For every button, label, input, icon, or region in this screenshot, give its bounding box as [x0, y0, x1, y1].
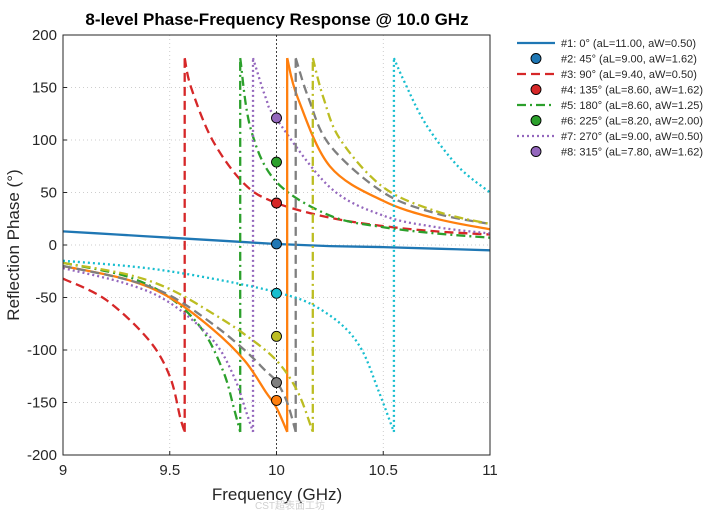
y-tick-label: 200	[32, 27, 57, 44]
y-tick-label: -50	[35, 290, 57, 307]
y-axis-label: Reflection Phase (°)	[4, 169, 23, 320]
legend-label: #7: 270° (aL=9.00, aW=0.50)	[561, 131, 703, 143]
y-tick-label: 100	[32, 132, 57, 149]
series-path	[62, 261, 314, 433]
legend-entry: #4: 135° (aL=8.60, aW=1.62)	[530, 84, 703, 97]
series-line	[62, 57, 491, 433]
y-tick-label: 50	[40, 185, 57, 202]
x-axis-label: Frequency (GHz)	[212, 485, 342, 504]
legend-label: #5: 180° (aL=8.60, aW=1.25)	[561, 100, 703, 112]
series-line	[62, 57, 491, 433]
series-path	[62, 264, 297, 433]
legend-label: #4: 135° (aL=8.60, aW=1.62)	[561, 85, 703, 97]
y-tick-label: -150	[27, 395, 57, 412]
legend-label: #3: 90° (aL=9.40, aW=0.50)	[561, 69, 697, 81]
marker-layer	[271, 112, 282, 406]
series-path	[62, 264, 289, 433]
legend-entry: #6: 225° (aL=8.20, aW=2.00)	[530, 115, 703, 128]
series-line	[62, 57, 491, 433]
phase-marker	[271, 377, 282, 388]
x-tick-label: 11	[482, 462, 498, 479]
chart-title: 8-level Phase-Frequency Response @ 10.0 …	[85, 10, 468, 29]
series-path	[62, 261, 242, 433]
y-tick-label: -100	[27, 342, 57, 359]
legend-entry: #3: 90° (aL=9.40, aW=0.50)	[517, 69, 697, 81]
legend-marker-swatch	[530, 115, 542, 126]
x-tick-label: 10.5	[369, 462, 398, 479]
phase-marker	[271, 112, 282, 124]
legend-marker-swatch	[530, 84, 542, 95]
legend-entry: #2: 45° (aL=9.00, aW=1.62)	[530, 53, 697, 66]
watermark-text: CST超表面工坊	[255, 499, 325, 511]
series-path	[286, 57, 491, 231]
y-tick-label: -200	[27, 447, 57, 464]
legend: #1: 0° (aL=11.00, aW=0.50) #2: 45° (aL=9.…	[517, 38, 703, 159]
series-path	[183, 57, 491, 236]
phase-marker	[271, 156, 282, 168]
phase-marker	[271, 197, 282, 209]
y-tick-label: 0	[49, 237, 57, 254]
legend-entry: #5: 180° (aL=8.60, aW=1.25)	[517, 100, 703, 112]
series-path	[311, 57, 491, 226]
y-tick-label: 150	[32, 80, 57, 97]
ticks: 9 9.5 10 10.5 11 200 150 100 50 0 -50 -100 -150 -200	[27, 27, 498, 479]
legend-label: #2: 45° (aL=9.00, aW=1.62)	[561, 54, 697, 66]
phase-marker	[271, 330, 282, 342]
series-path	[392, 57, 491, 194]
x-tick-label: 9	[59, 462, 67, 479]
phase-marker	[271, 287, 282, 299]
x-tick-label: 9.5	[159, 462, 180, 479]
phase-marker	[271, 394, 282, 406]
series-path	[62, 266, 255, 433]
series-path	[62, 277, 186, 433]
legend-marker-swatch	[530, 53, 542, 64]
series-path	[251, 57, 491, 235]
series-path	[294, 57, 491, 226]
x-tick-label: 10	[268, 462, 285, 479]
legend-marker-swatch	[530, 146, 542, 157]
series-path	[239, 57, 491, 239]
legend-entry: #8: 315° (aL=7.80, aW=1.62)	[530, 146, 703, 159]
series-line	[62, 57, 491, 433]
legend-label: #8: 315° (aL=7.80, aW=1.62)	[561, 147, 703, 159]
series-line	[62, 57, 491, 433]
legend-entry: #1: 0° (aL=11.00, aW=0.50)	[517, 38, 696, 50]
plot-area	[62, 57, 491, 433]
legend-label: #6: 225° (aL=8.20, aW=2.00)	[561, 116, 703, 128]
legend-label: #1: 0° (aL=11.00, aW=0.50)	[561, 38, 696, 50]
series-line	[62, 57, 491, 433]
legend-entry: #7: 270° (aL=9.00, aW=0.50)	[517, 131, 703, 143]
phase-marker	[271, 238, 282, 250]
